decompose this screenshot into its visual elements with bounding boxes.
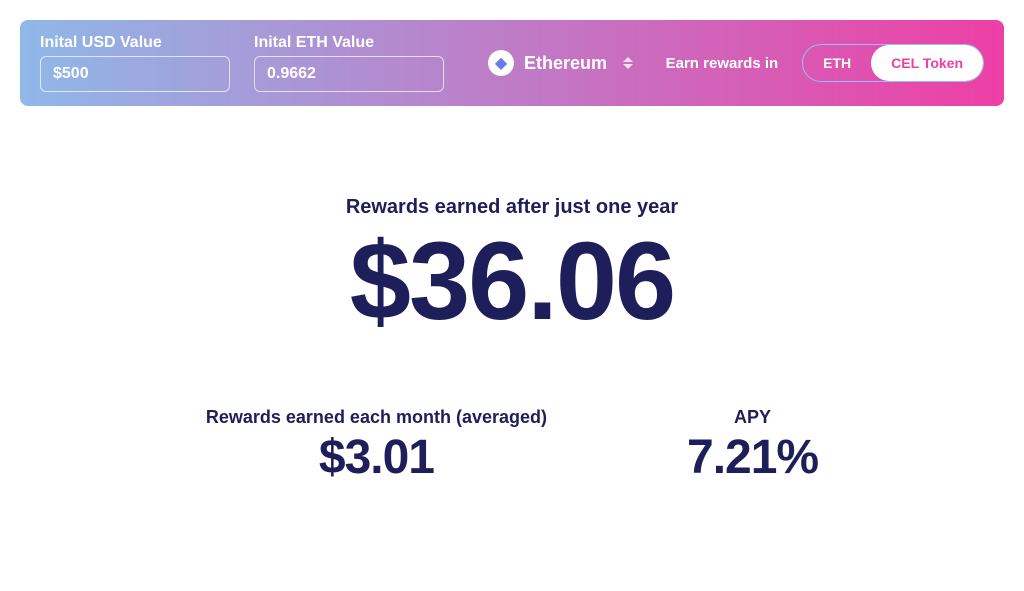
- monthly-rewards-label: Rewards earned each month (averaged): [206, 407, 547, 428]
- apy-stat: APY 7.21%: [687, 407, 818, 485]
- usd-input-label: Inital USD Value: [40, 34, 230, 52]
- toggle-option-eth[interactable]: ETH: [803, 45, 871, 81]
- yearly-rewards-value: $36.06: [0, 227, 1024, 337]
- eth-diamond-icon: ◆: [495, 53, 507, 73]
- monthly-rewards-value: $3.01: [206, 430, 547, 485]
- eth-input-label: Inital ETH Value: [254, 34, 444, 52]
- monthly-stat: Rewards earned each month (averaged) $3.…: [206, 407, 547, 485]
- currency-label: Ethereum: [524, 53, 607, 74]
- apy-value: 7.21%: [687, 430, 818, 485]
- main-content: Rewards earned after just one year $36.0…: [0, 106, 1024, 485]
- dropdown-arrows-icon: [623, 57, 633, 69]
- eth-input-group: Inital ETH Value: [254, 34, 444, 92]
- eth-input[interactable]: [254, 56, 444, 92]
- currency-selector[interactable]: ◆ Ethereum: [488, 50, 633, 76]
- usd-input-group: Inital USD Value: [40, 34, 230, 92]
- yearly-rewards-label: Rewards earned after just one year: [0, 196, 1024, 219]
- earn-rewards-label: Earn rewards in: [666, 55, 779, 72]
- header-bar: Inital USD Value Inital ETH Value ◆ Ethe…: [20, 20, 1004, 106]
- rewards-toggle: ETH CEL Token: [802, 44, 984, 82]
- ethereum-icon: ◆: [488, 50, 514, 76]
- usd-input[interactable]: [40, 56, 230, 92]
- toggle-option-cel[interactable]: CEL Token: [871, 45, 983, 81]
- apy-label: APY: [687, 407, 818, 428]
- stats-row: Rewards earned each month (averaged) $3.…: [0, 407, 1024, 485]
